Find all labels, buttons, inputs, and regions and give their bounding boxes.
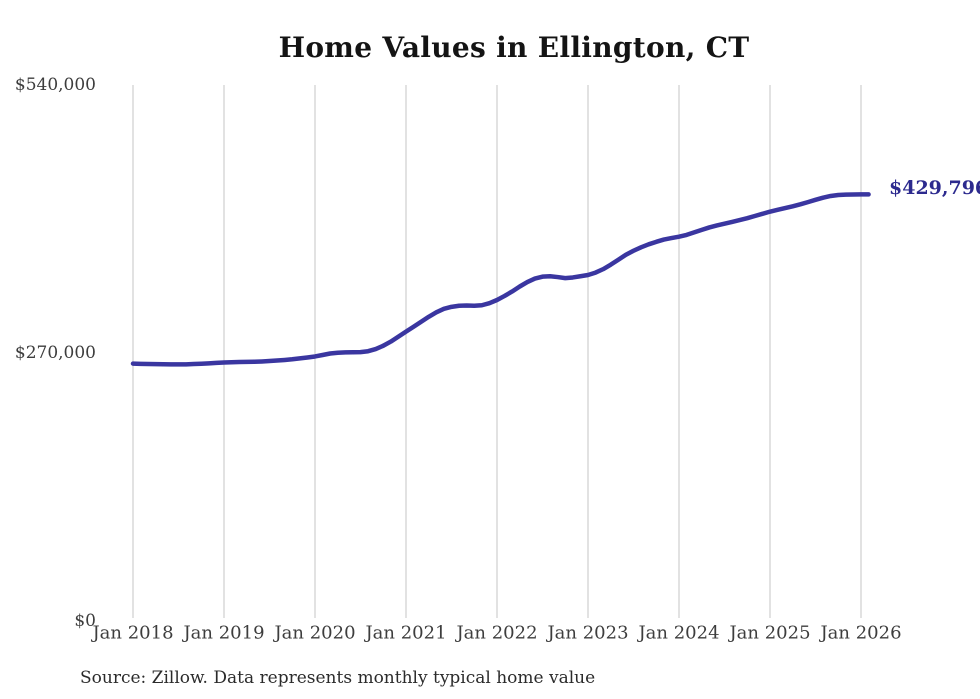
x-tick-label: Jan 2020 [274, 622, 356, 644]
latest-value-label: $429,796 [889, 177, 980, 199]
x-tick-label: Jan 2022 [456, 622, 538, 644]
x-tick-label: Jan 2023 [547, 622, 629, 644]
x-tick-label: Jan 2021 [365, 622, 447, 644]
chart-title: Home Values in Ellington, CT [278, 31, 750, 64]
y-tick-label: $540,000 [14, 75, 96, 95]
home-value-line [130, 192, 871, 367]
x-tick-label: Jan 2024 [638, 622, 720, 644]
x-tick-label: Jan 2026 [820, 622, 902, 644]
source-note: Source: Zillow. Data represents monthly … [80, 668, 596, 688]
x-tick-label: Jan 2019 [183, 622, 265, 644]
y-tick-label: $0 [74, 611, 96, 631]
y-tick-label: $270,000 [14, 343, 96, 363]
x-tick-label: Jan 2018 [92, 622, 174, 644]
x-tick-label: Jan 2025 [729, 622, 811, 644]
